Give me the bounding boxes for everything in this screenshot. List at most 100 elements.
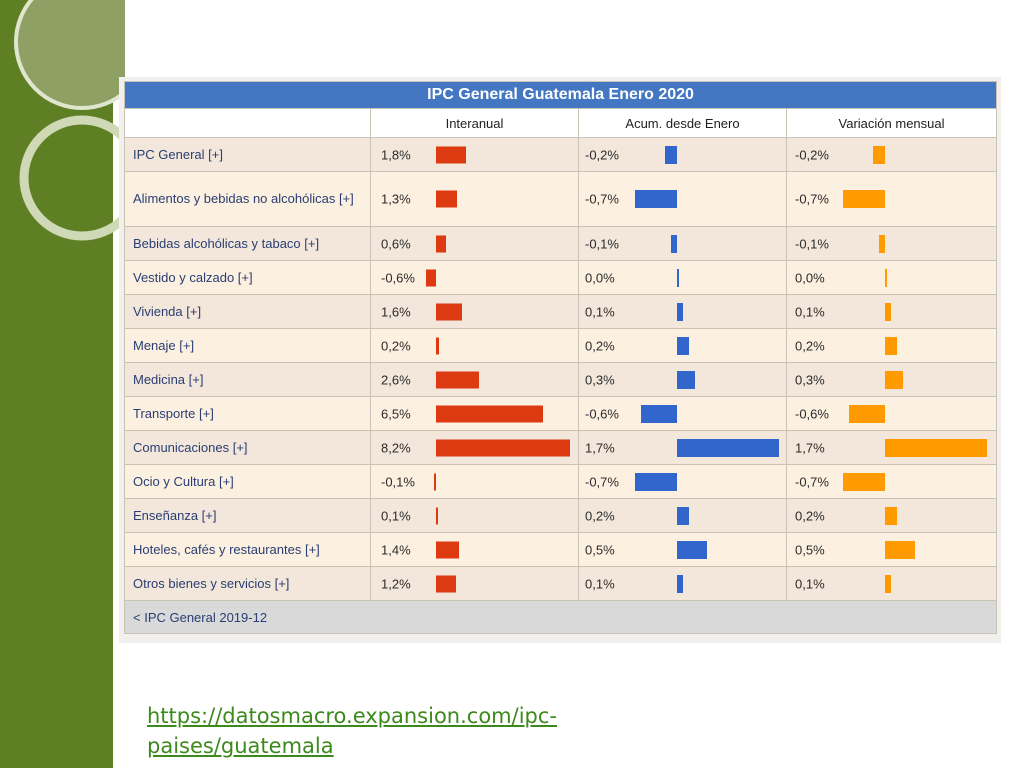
table-row: Vivienda [+] 1,6% 0,1% 0,1% [124, 294, 998, 329]
cell-acumulado: -0,2% [578, 137, 787, 172]
cell-acumulado: 0,1% [578, 294, 787, 329]
table-body: IPC General [+] 1,8% -0,2% -0,2% Alimentos y… [124, 137, 998, 601]
bar-interanual [434, 473, 436, 490]
category-label[interactable]: Otros bienes y servicios [+] [124, 566, 371, 601]
ring-top [14, 0, 125, 110]
table-row: Ocio y Cultura [+] -0,1% -0,7% -0,7% [124, 464, 998, 499]
cell-mensual: 0,1% [785, 566, 998, 601]
category-label[interactable]: Vivienda [+] [124, 294, 371, 329]
table-row: Medicina [+] 2,6% 0,3% 0,3% [124, 362, 998, 397]
category-label[interactable]: Enseñanza [+] [124, 498, 371, 533]
table-row: Menaje [+] 0,2% 0,2% 0,2% [124, 328, 998, 363]
value-label-mensual: 0,1% [795, 304, 825, 319]
value-label-interanual: 1,6% [381, 304, 411, 319]
table-row: Vestido y calzado [+] -0,6% 0,0% 0,0% [124, 260, 998, 295]
table-row: Bebidas alcohólicas y tabaco [+] 0,6% -0,1… [124, 226, 998, 261]
cell-interanual: 1,8% [370, 137, 579, 172]
category-label[interactable]: Menaje [+] [124, 328, 371, 363]
cell-mensual: -0,2% [785, 137, 998, 172]
value-label-interanual: 0,2% [381, 338, 411, 353]
value-label-mensual: -0,2% [795, 147, 829, 162]
category-label[interactable]: Alimentos y bebidas no alcohólicas [+] [124, 171, 371, 227]
column-header-mensual: Variación mensual [785, 108, 998, 138]
bar-acumulado [677, 268, 679, 287]
category-label[interactable]: Bebidas alcohólicas y tabaco [+] [124, 226, 371, 261]
value-label-interanual: 1,3% [381, 191, 411, 207]
cell-acumulado: 0,5% [578, 532, 787, 567]
value-label-acumulado: 1,7% [585, 440, 615, 455]
cell-mensual: -0,7% [785, 171, 998, 227]
column-header-interanual: Interanual [370, 108, 579, 138]
value-label-acumulado: -0,2% [585, 147, 619, 162]
value-label-mensual: -0,7% [795, 474, 829, 489]
value-label-acumulado: 0,1% [585, 304, 615, 319]
value-label-mensual: 0,3% [795, 372, 825, 387]
cell-mensual: -0,1% [785, 226, 998, 261]
decorative-rings [14, 0, 125, 241]
value-label-acumulado: -0,1% [585, 236, 619, 251]
bar-interanual [426, 269, 436, 286]
bar-interanual [436, 190, 458, 208]
category-label[interactable]: IPC General [+] [124, 137, 371, 172]
value-label-mensual: 0,0% [795, 270, 825, 285]
value-label-mensual: 0,5% [795, 542, 825, 557]
cell-acumulado: 0,0% [578, 260, 787, 295]
bar-acumulado [677, 370, 695, 389]
cell-acumulado: 0,2% [578, 328, 787, 363]
table-row: Alimentos y bebidas no alcohólicas [+] 1,… [124, 171, 998, 227]
value-label-acumulado: 0,5% [585, 542, 615, 557]
bar-interanual [436, 146, 466, 163]
bar-acumulado [641, 404, 677, 423]
value-label-interanual: 1,4% [381, 542, 411, 557]
table-title: IPC General Guatemala Enero 2020 [123, 81, 998, 109]
bar-interanual [436, 337, 440, 354]
bar-mensual [879, 234, 885, 253]
bar-mensual [885, 336, 897, 355]
cell-interanual: 1,2% [370, 566, 579, 601]
value-label-interanual: 2,6% [381, 372, 411, 387]
cell-mensual: 0,1% [785, 294, 998, 329]
cell-mensual: 0,0% [785, 260, 998, 295]
column-header-acumulado: Acum. desde Enero [578, 108, 787, 138]
value-label-interanual: 8,2% [381, 440, 411, 455]
value-label-interanual: 1,2% [381, 576, 411, 591]
value-label-acumulado: 0,1% [585, 576, 615, 591]
category-label[interactable]: Hoteles, cafés y restaurantes [+] [124, 532, 371, 567]
cell-interanual: 1,4% [370, 532, 579, 567]
value-label-acumulado: -0,6% [585, 406, 619, 421]
table-row: Transporte [+] 6,5% -0,6% -0,6% [124, 396, 998, 431]
cell-acumulado: -0,1% [578, 226, 787, 261]
cell-mensual: 1,7% [785, 430, 998, 465]
cell-mensual: -0,6% [785, 396, 998, 431]
bar-acumulado [677, 336, 689, 355]
bar-acumulado [665, 145, 677, 164]
bar-interanual [436, 303, 463, 320]
value-label-interanual: 0,6% [381, 236, 411, 251]
ipc-table: IPC General Guatemala Enero 2020 Interan… [123, 81, 998, 634]
bar-acumulado [635, 190, 677, 208]
previous-period-link[interactable]: < IPC General 2019-12 [123, 600, 998, 634]
category-label[interactable]: Comunicaciones [+] [124, 430, 371, 465]
bar-interanual [436, 235, 446, 252]
bar-interanual [436, 439, 571, 456]
bar-interanual [436, 541, 459, 558]
cell-mensual: 0,3% [785, 362, 998, 397]
bar-acumulado [677, 438, 779, 457]
category-label[interactable]: Vestido y calzado [+] [124, 260, 371, 295]
category-label[interactable]: Transporte [+] [124, 396, 371, 431]
value-label-interanual: -0,1% [381, 474, 415, 489]
ring-bottom [19, 115, 125, 241]
source-url-link[interactable]: https://datosmacro.expansion.com/ipc-pai… [147, 704, 558, 758]
bar-acumulado [671, 234, 677, 253]
category-label[interactable]: Ocio y Cultura [+] [124, 464, 371, 499]
cell-interanual: 8,2% [370, 430, 579, 465]
bar-acumulado [677, 302, 683, 321]
bar-interanual [436, 507, 438, 524]
cell-acumulado: 1,7% [578, 430, 787, 465]
category-label[interactable]: Medicina [+] [124, 362, 371, 397]
bar-interanual [436, 575, 456, 592]
value-label-mensual: 0,2% [795, 338, 825, 353]
bar-mensual [885, 438, 987, 457]
bar-mensual [885, 540, 915, 559]
cell-acumulado: -0,6% [578, 396, 787, 431]
